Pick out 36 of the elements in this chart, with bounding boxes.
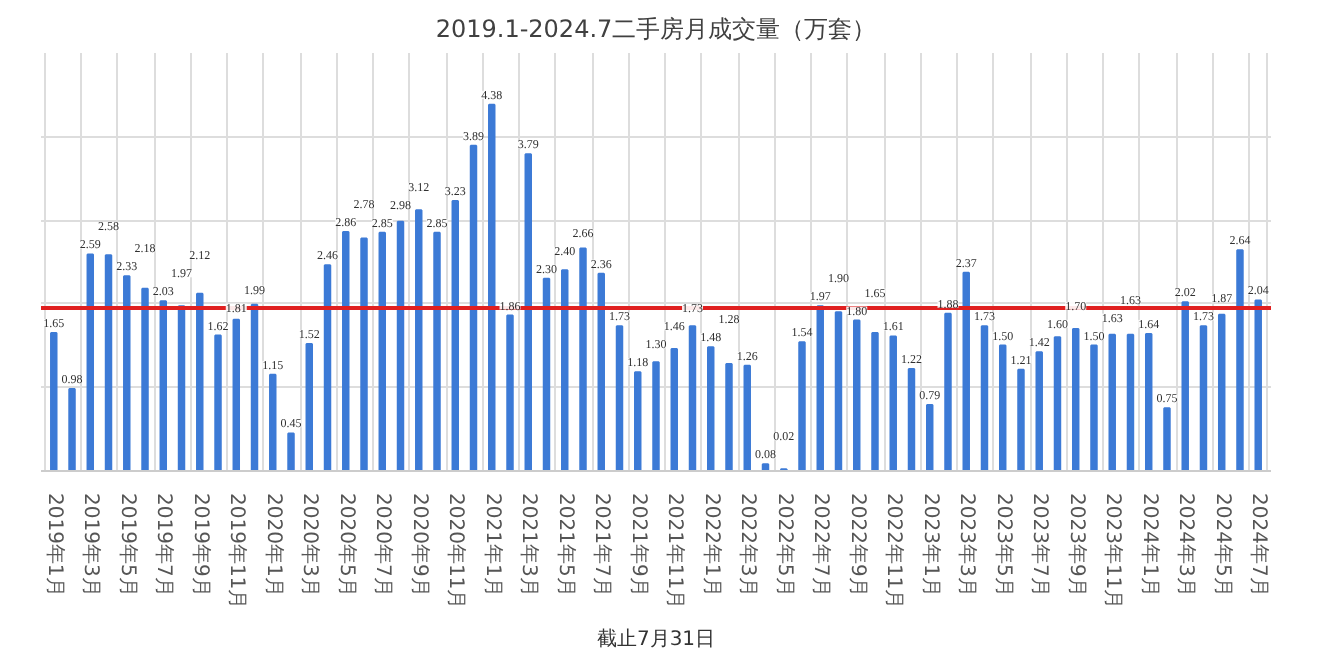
x-tick-label: 2019年11月 (225, 493, 250, 610)
x-tick-label: 2020年7月 (371, 493, 396, 597)
x-tick-label: 2022年9月 (845, 493, 870, 597)
x-tick-label: 2023年1月 (918, 493, 943, 597)
x-tick-label: 2023年5月 (991, 493, 1016, 597)
x-tick-label: 2020年9月 (407, 493, 432, 597)
x-tick-label: 2019年1月 (42, 493, 67, 597)
x-tick-label: 2022年5月 (772, 493, 797, 597)
x-tick-label: 2021年1月 (480, 493, 505, 597)
x-tick-label: 2019年5月 (115, 493, 140, 597)
x-tick-label: 2021年3月 (517, 493, 542, 597)
x-tick-label: 2024年5月 (1210, 493, 1235, 597)
x-tick-label: 2021年5月 (553, 493, 578, 597)
x-tick-label: 2021年11月 (663, 493, 688, 610)
x-tick-label: 2022年3月 (736, 493, 761, 597)
x-tick-label: 2021年7月 (590, 493, 615, 597)
x-tick-label: 2023年3月 (955, 493, 980, 597)
x-tick-label: 2020年3月 (298, 493, 323, 597)
x-tick-label: 2021年9月 (626, 493, 651, 597)
x-tick-label: 2020年1月 (261, 493, 286, 597)
x-tick-label: 2019年3月 (79, 493, 104, 597)
x-tick-label: 2020年11月 (444, 493, 469, 610)
chart-title: 2019.1-2024.7二手房月成交量（万套） (435, 15, 877, 43)
x-tick-label: 2024年7月 (1247, 493, 1272, 597)
x-tick-label: 2019年7月 (152, 493, 177, 597)
x-tick-label: 2022年7月 (809, 493, 834, 597)
x-tick-label: 2022年1月 (699, 493, 724, 597)
x-tick-label: 2022年11月 (882, 493, 907, 610)
x-tick-label: 2024年3月 (1174, 493, 1199, 597)
x-tick-label: 2024年1月 (1137, 493, 1162, 597)
x-tick-label: 2023年11月 (1101, 493, 1126, 610)
x-tick-label: 2023年9月 (1064, 493, 1089, 597)
x-tick-label: 2019年9月 (188, 493, 213, 597)
x-tick-label: 2020年5月 (334, 493, 359, 597)
text: 截止7月31日 (596, 627, 716, 651)
x-tick-label: 2023年7月 (1028, 493, 1053, 597)
